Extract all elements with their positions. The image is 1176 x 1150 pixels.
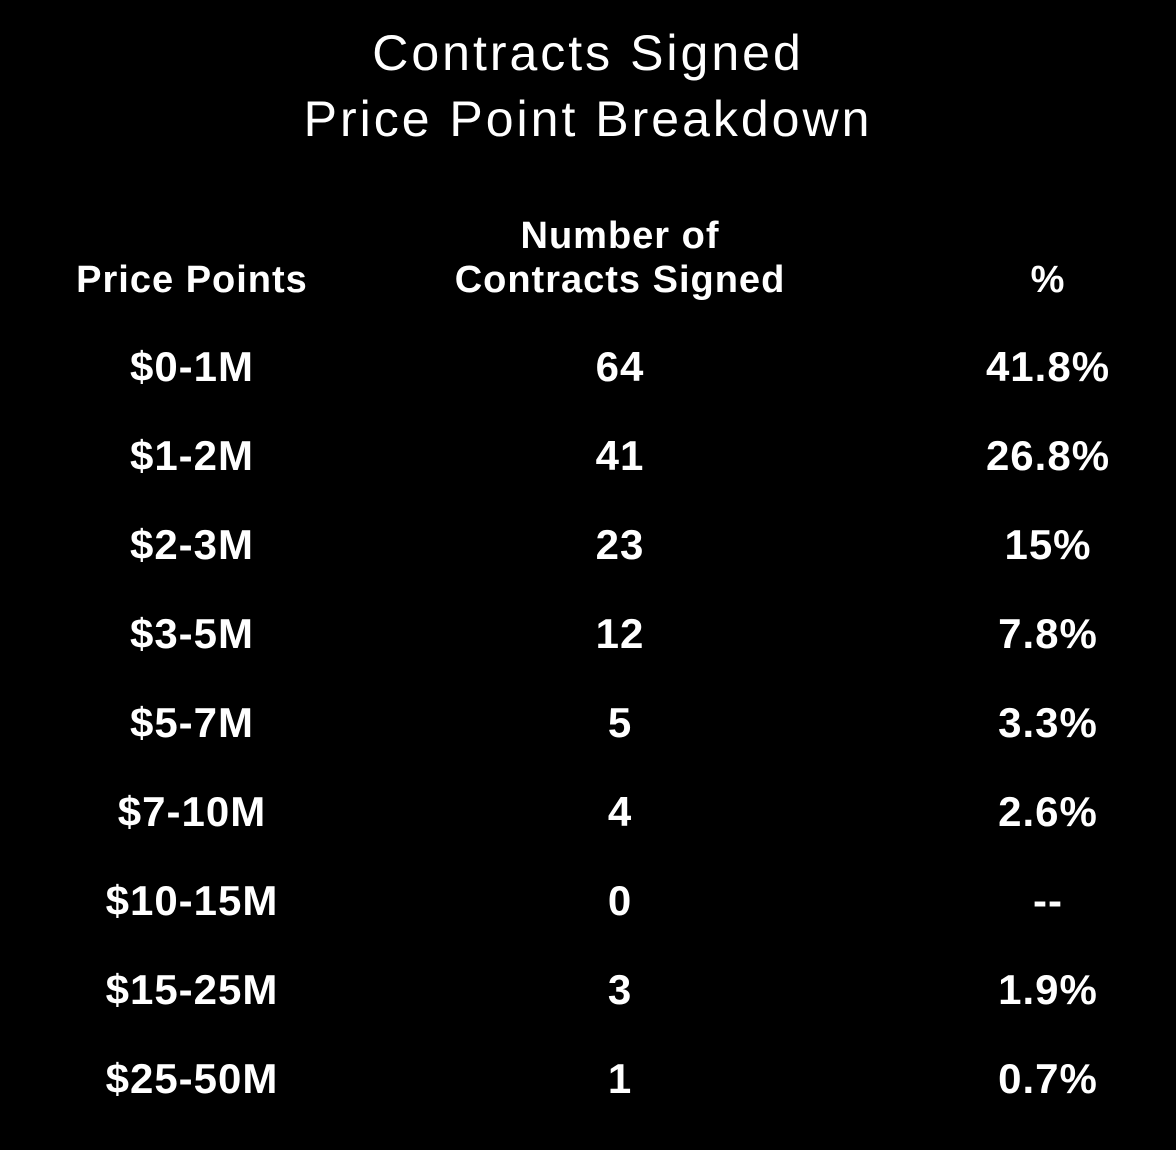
contract-count-cell: 5 bbox=[607, 698, 633, 746]
table-row: $10-15M 0 -- bbox=[0, 856, 1176, 945]
price-point-cell: $10-15M bbox=[105, 876, 279, 924]
price-point-cell: $1-2M bbox=[129, 431, 255, 479]
percent-cell: 2.6% bbox=[998, 787, 1098, 835]
price-point-cell: $3-5M bbox=[129, 609, 255, 657]
percent-cell: 0.7% bbox=[998, 1054, 1098, 1102]
page-title-line1: Contracts Signed bbox=[372, 25, 804, 81]
contract-count-cell: 12 bbox=[595, 609, 645, 657]
percent-cell: 41.8% bbox=[985, 342, 1111, 390]
table-header-row: Price Points Number of Contracts Signed … bbox=[0, 202, 1176, 302]
table-row: $0-1M 64 41.8% bbox=[0, 322, 1176, 411]
price-point-cell: $25-50M bbox=[105, 1054, 279, 1102]
price-point-cell: $2-3M bbox=[129, 520, 255, 568]
price-point-cell: $15-25M bbox=[105, 965, 279, 1013]
percent-cell: -- bbox=[1033, 876, 1063, 924]
table-body: $0-1M 64 41.8% $1-2M 41 26.8% $2-3M 23 1… bbox=[0, 322, 1176, 1123]
header-contracts-signed-line2: Contracts Signed bbox=[454, 259, 786, 301]
header-contracts-signed: Number of Contracts Signed bbox=[384, 214, 856, 302]
percent-cell: 7.8% bbox=[998, 609, 1098, 657]
table-row: $25-50M 1 0.7% bbox=[0, 1034, 1176, 1123]
percent-cell: 15% bbox=[1004, 520, 1092, 568]
price-point-cell: $0-1M bbox=[129, 342, 255, 390]
percent-cell: 26.8% bbox=[985, 431, 1111, 479]
contract-count-cell: 64 bbox=[595, 342, 645, 390]
contract-count-cell: 23 bbox=[595, 520, 645, 568]
header-percent: % bbox=[1030, 259, 1066, 301]
table-row: $1-2M 41 26.8% bbox=[0, 411, 1176, 500]
table-row: $5-7M 5 3.3% bbox=[0, 678, 1176, 767]
percent-cell: 3.3% bbox=[998, 698, 1098, 746]
price-point-cell: $7-10M bbox=[117, 787, 267, 835]
header-price-points: Price Points bbox=[76, 259, 308, 301]
page-title-line2: Price Point Breakdown bbox=[303, 91, 873, 147]
page-title: Contracts Signed Price Point Breakdown bbox=[0, 0, 1176, 152]
table-row: $15-25M 3 1.9% bbox=[0, 945, 1176, 1034]
table-row: $3-5M 12 7.8% bbox=[0, 589, 1176, 678]
percent-cell: 1.9% bbox=[998, 965, 1098, 1013]
price-point-cell: $5-7M bbox=[129, 698, 255, 746]
table-row: $2-3M 23 15% bbox=[0, 500, 1176, 589]
header-contracts-signed-line1: Number of bbox=[520, 215, 720, 257]
contract-count-cell: 4 bbox=[607, 787, 633, 835]
contract-count-cell: 0 bbox=[607, 876, 633, 924]
table-row: $7-10M 4 2.6% bbox=[0, 767, 1176, 856]
contract-count-cell: 3 bbox=[607, 965, 633, 1013]
contract-count-cell: 41 bbox=[595, 431, 645, 479]
contract-count-cell: 1 bbox=[607, 1054, 633, 1102]
